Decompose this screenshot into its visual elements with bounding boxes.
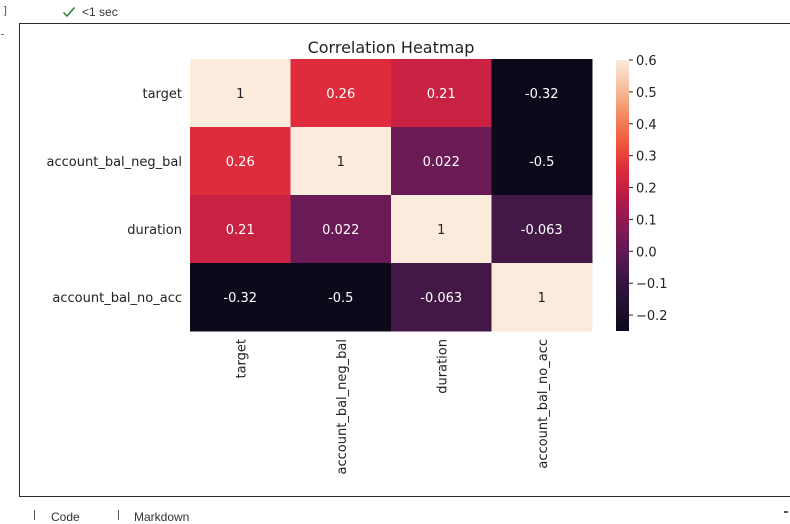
gutter-tick	[1, 34, 4, 35]
add-code-cell-button[interactable]: Code	[51, 510, 80, 524]
heatmap-cell	[391, 59, 492, 128]
cell-annotation: 0.21	[226, 223, 255, 238]
cell-annotation: -0.063	[420, 291, 462, 306]
heatmap-cell	[190, 263, 291, 332]
colorbar-ticks: 0.6 0.5 0.4 0.3 0.2 0.1 0.0 −0.1 −0.2	[629, 54, 668, 324]
heatmap-annotations: 1 0.26 0.21 -0.32 0.26 1 0.022 -0.5 0.21 0.022 1 -0…	[223, 87, 562, 306]
y-axis-labels: target account_bal_neg_bal duration account…	[47, 87, 182, 306]
colorbar-tick-label: 0.5	[636, 86, 657, 101]
corner-mark	[784, 511, 788, 513]
y-tick-label: account_bal_no_acc	[52, 291, 182, 306]
colorbar-tick-label: −0.2	[636, 309, 668, 324]
x-tick-label: account_bal_neg_bal	[335, 339, 350, 474]
cell-annotation: 0.26	[226, 155, 255, 170]
correlation-heatmap: Correlation Heatmap 1 0.26 0.21 -0.320.26 1 0…	[47, 38, 668, 474]
cell-annotation: 1	[236, 87, 244, 102]
heatmap-cell	[491, 195, 593, 264]
cell-annotation: -0.063	[521, 223, 563, 238]
cell-annotation: 1	[337, 155, 345, 170]
colorbar-tick-label: 0.1	[636, 213, 657, 228]
cell-annotation: -0.5	[529, 155, 554, 170]
add-markdown-cell-button[interactable]: Markdown	[134, 510, 190, 524]
heatmap-cell	[491, 59, 593, 128]
y-tick-label: duration	[127, 223, 182, 238]
heatmap-cell	[391, 195, 492, 264]
cell-annotation: 0.26	[326, 87, 355, 102]
colorbar-tick-label: 0.0	[636, 245, 657, 260]
cell-annotation: -0.32	[525, 87, 559, 102]
toolbar-separator	[118, 510, 119, 520]
heatmap-cell	[290, 263, 392, 332]
heatmap-cell	[290, 195, 392, 264]
colorbar-tick-label: 0.3	[636, 150, 657, 165]
colorbar-tick-label: 0.4	[636, 118, 657, 133]
heatmap-cell	[290, 59, 392, 128]
colorbar	[616, 60, 629, 331]
heatmap-cell	[491, 127, 593, 196]
cell-annotation: 0.022	[423, 155, 460, 170]
check-icon	[62, 7, 76, 18]
y-tick-label: target	[142, 87, 182, 102]
cell-annotation: 0.21	[427, 87, 456, 102]
x-axis-labels: target account_bal_neg_bal duration account…	[234, 339, 551, 474]
cell-annotation: -0.32	[223, 291, 257, 306]
cell-annotation: 0.022	[322, 223, 359, 238]
cell-output-area: Correlation Heatmap 1 0.26 0.21 -0.32 0.26 1 0…	[19, 23, 790, 497]
chart-title: Correlation Heatmap	[308, 38, 475, 57]
colorbar-tick-label: 0.6	[636, 54, 657, 69]
heatmap-cell	[290, 127, 392, 196]
heatmap-cell	[190, 195, 291, 264]
execution-time: <1 sec	[82, 5, 118, 19]
cell-annotation: 1	[437, 223, 445, 238]
heatmap-cell	[491, 263, 593, 332]
colorbar-tick-label: 0.2	[636, 182, 657, 197]
cell-bracket: ]	[2, 4, 9, 17]
cell-annotation: -0.5	[328, 291, 353, 306]
x-tick-label: target	[234, 339, 249, 379]
heatmap-cell	[190, 59, 291, 128]
heatmap-cell	[391, 263, 492, 332]
colorbar-tick-label: −0.1	[636, 277, 668, 292]
x-tick-label: account_bal_no_acc	[536, 339, 551, 469]
heatmap-cells	[190, 59, 593, 332]
x-tick-label: duration	[435, 339, 450, 394]
execution-status: <1 sec	[62, 4, 118, 20]
y-tick-label: account_bal_neg_bal	[47, 155, 182, 170]
heatmap-cell	[190, 127, 291, 196]
heatmap-cell	[391, 127, 492, 196]
toolbar-separator	[34, 510, 35, 520]
cell-annotation: 1	[538, 291, 546, 306]
